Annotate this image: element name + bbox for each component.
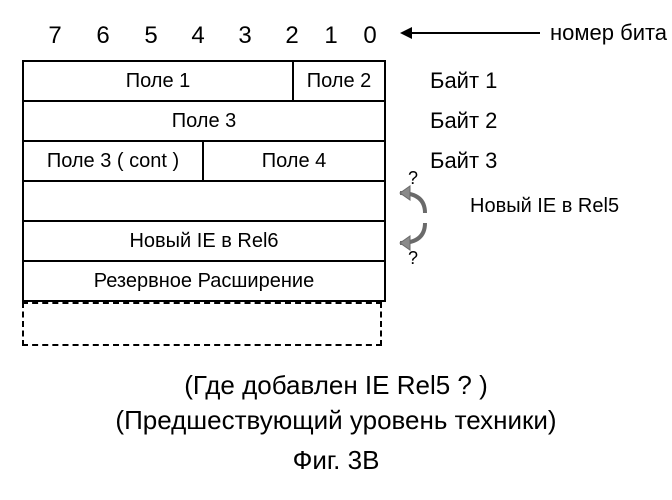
table-row: Новый IE в Rel6 <box>24 222 384 262</box>
bit-0: 0 <box>355 22 385 50</box>
question-mark-1: ? <box>408 168 418 189</box>
table-row <box>24 182 384 222</box>
table-row: Резервное Расширение <box>24 262 384 302</box>
cell-field3: Поле 3 <box>24 102 384 140</box>
table-row: Поле 1 Поле 2 <box>24 62 384 102</box>
cell-field4: Поле 4 <box>204 142 384 180</box>
byte3-label: Байт 3 <box>430 148 497 174</box>
bit-number-label: номер бита <box>550 20 667 46</box>
rel5-label: Новый IE в Rel5 <box>470 195 619 218</box>
bit-3: 3 <box>230 22 260 50</box>
bit-5: 5 <box>136 22 166 50</box>
byte1-label: Байт 1 <box>430 68 497 94</box>
bit-4: 4 <box>183 22 213 50</box>
cell-empty <box>24 182 384 220</box>
bit-arrow <box>410 32 540 34</box>
caption-question: (Где добавлен IE Rel5 ? ) <box>0 370 672 401</box>
cell-field3-cont: Поле 3 ( cont ) <box>24 142 204 180</box>
table-row: Поле 3 <box>24 102 384 142</box>
bit-2: 2 <box>277 22 307 50</box>
bit-6: 6 <box>88 22 118 50</box>
cell-field2: Поле 2 <box>294 62 384 100</box>
bit-1: 1 <box>316 22 346 50</box>
figure-label: Фиг. 3B <box>0 445 672 476</box>
question-mark-2: ? <box>408 248 418 269</box>
byte2-label: Байт 2 <box>430 108 497 134</box>
cell-field1: Поле 1 <box>24 62 294 100</box>
bit-7: 7 <box>40 22 70 50</box>
table-row: Поле 3 ( cont ) Поле 4 <box>24 142 384 182</box>
caption-prior-art: (Предшествующий уровень техники) <box>0 405 672 436</box>
diagram-canvas: 7 6 5 4 3 2 1 0 номер бита Поле 1 Поле 2… <box>0 0 672 500</box>
dashed-extension <box>22 302 382 346</box>
cell-rel6: Новый IE в Rel6 <box>24 222 384 260</box>
byte-table: Поле 1 Поле 2 Поле 3 Поле 3 ( cont ) Пол… <box>22 60 386 302</box>
cell-reserve: Резервное Расширение <box>24 262 384 300</box>
